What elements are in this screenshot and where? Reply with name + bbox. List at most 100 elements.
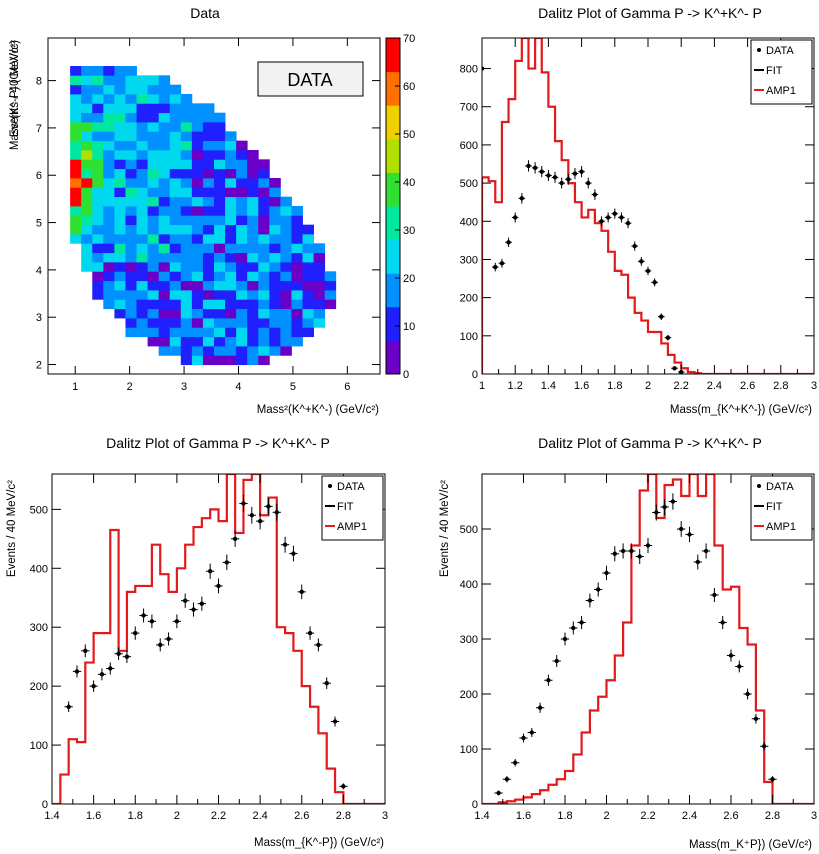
data-point — [291, 551, 296, 556]
color-scale-band — [386, 306, 400, 341]
heatmap-cell — [70, 103, 82, 114]
heatmap-cell — [114, 178, 126, 188]
color-scale-tick-label: 30 — [403, 225, 415, 237]
heatmap-cell — [114, 140, 126, 151]
heatmap-cell — [180, 178, 193, 188]
x-tick-label: 2.8 — [336, 810, 351, 822]
data-point — [493, 264, 498, 270]
heatmap-y-label: Mass²(K^-P) (GeV/c²) — [9, 40, 21, 150]
heatmap-cell — [158, 318, 171, 328]
heatmap-cell — [125, 168, 137, 179]
heatmap-cell — [225, 308, 237, 319]
heatmap-cell — [214, 150, 226, 160]
heatmap-cell — [114, 243, 126, 254]
heatmap-cell — [103, 103, 115, 114]
heatmap-cell — [169, 243, 182, 254]
heatmap-cell — [214, 215, 226, 226]
heatmap-cell — [114, 196, 126, 207]
amp1-histogram-line — [52, 474, 385, 804]
heatmap-cell — [202, 243, 215, 254]
data-point — [703, 548, 709, 554]
heatmap-cell — [247, 327, 259, 338]
heatmap-cell — [302, 299, 314, 310]
heatmap-cell — [247, 224, 259, 235]
heatmap-cell — [258, 318, 270, 328]
heatmap-cell — [103, 224, 115, 235]
heatmap-cell — [103, 196, 115, 207]
heatmap-cell — [136, 150, 148, 160]
heatmap-cell — [280, 299, 292, 310]
heatmap-cell — [81, 66, 93, 76]
heatmap-cell — [103, 290, 115, 300]
heatmap-cell — [125, 140, 137, 151]
heatmap-cell — [103, 234, 115, 244]
heatmap-cell — [324, 280, 337, 291]
data-points — [482, 61, 685, 374]
data-point — [216, 583, 221, 589]
heatmap-cell — [103, 131, 115, 142]
heatmap-cell — [81, 178, 93, 188]
heatmap-cell — [125, 280, 137, 291]
data-point — [207, 569, 213, 574]
y-tick-label: 100 — [460, 744, 478, 756]
heatmap-cell — [191, 346, 204, 356]
heatmap-cell — [191, 187, 204, 198]
heatmap-x-tick-label: 2 — [127, 381, 133, 393]
heatmap-cell — [280, 346, 292, 356]
heatmap-cell — [180, 262, 193, 272]
heatmap-cell — [191, 206, 204, 216]
heatmap-cell — [180, 290, 193, 300]
data-point — [728, 653, 734, 658]
y-tick-label: 200 — [460, 689, 478, 701]
heatmap-cell — [158, 196, 171, 207]
data-points — [494, 493, 777, 796]
heatmap-cell — [202, 336, 215, 347]
heatmap-cell — [169, 327, 182, 338]
heatmap-cell — [258, 299, 270, 310]
heatmap-cell — [70, 215, 82, 226]
heatmap-cell — [280, 243, 292, 254]
heatmap-cell — [103, 140, 115, 151]
heatmap-cell — [125, 131, 137, 142]
heatmap-cell — [269, 196, 281, 207]
heatmap-cell — [136, 206, 148, 216]
data-point — [241, 501, 246, 506]
heatmap-cell — [269, 224, 281, 235]
legend-label-fit: FIT — [766, 65, 783, 77]
heatmap-cell — [247, 290, 259, 300]
heatmap-cell — [92, 122, 104, 132]
heatmap-cell — [202, 271, 215, 282]
heatmap-cell — [214, 299, 226, 310]
heatmap-cell — [214, 234, 226, 244]
y-tick-label: 300 — [460, 634, 478, 646]
heatmap-cell — [291, 318, 303, 328]
y-axis-label: Events / 40 MeV/c² — [6, 480, 18, 577]
heatmap-cell — [225, 187, 237, 198]
data-point — [232, 536, 238, 542]
heatmap-cell — [92, 159, 104, 170]
heatmap-cell — [191, 290, 204, 300]
heatmap-cell — [125, 150, 137, 160]
heatmap-cell — [125, 84, 137, 95]
data-point — [224, 560, 230, 565]
data-point — [620, 548, 626, 554]
heatmap-cell — [225, 355, 237, 366]
x-tick-label: 1.6 — [516, 810, 531, 822]
heatmap-cell — [302, 327, 314, 338]
heatmap-cell — [225, 215, 237, 226]
heatmap-cell — [214, 243, 226, 254]
heatmap-cell — [136, 224, 148, 235]
heatmap-cell — [225, 159, 237, 170]
heatmap-cell — [136, 271, 148, 282]
heatmap-cell — [324, 271, 337, 282]
heatmap-cell — [302, 308, 314, 319]
heatmap-cell — [125, 122, 137, 132]
heatmap-cell — [191, 122, 204, 132]
heatmap-cell — [202, 308, 215, 319]
heatmap-y-tick-label: 2 — [36, 360, 42, 372]
data-point — [665, 335, 671, 340]
legend-label-data: DATA — [766, 45, 794, 57]
heatmap-cell — [169, 346, 182, 356]
heatmap-cell — [158, 150, 171, 160]
x-tick-label: 2.6 — [740, 380, 755, 392]
